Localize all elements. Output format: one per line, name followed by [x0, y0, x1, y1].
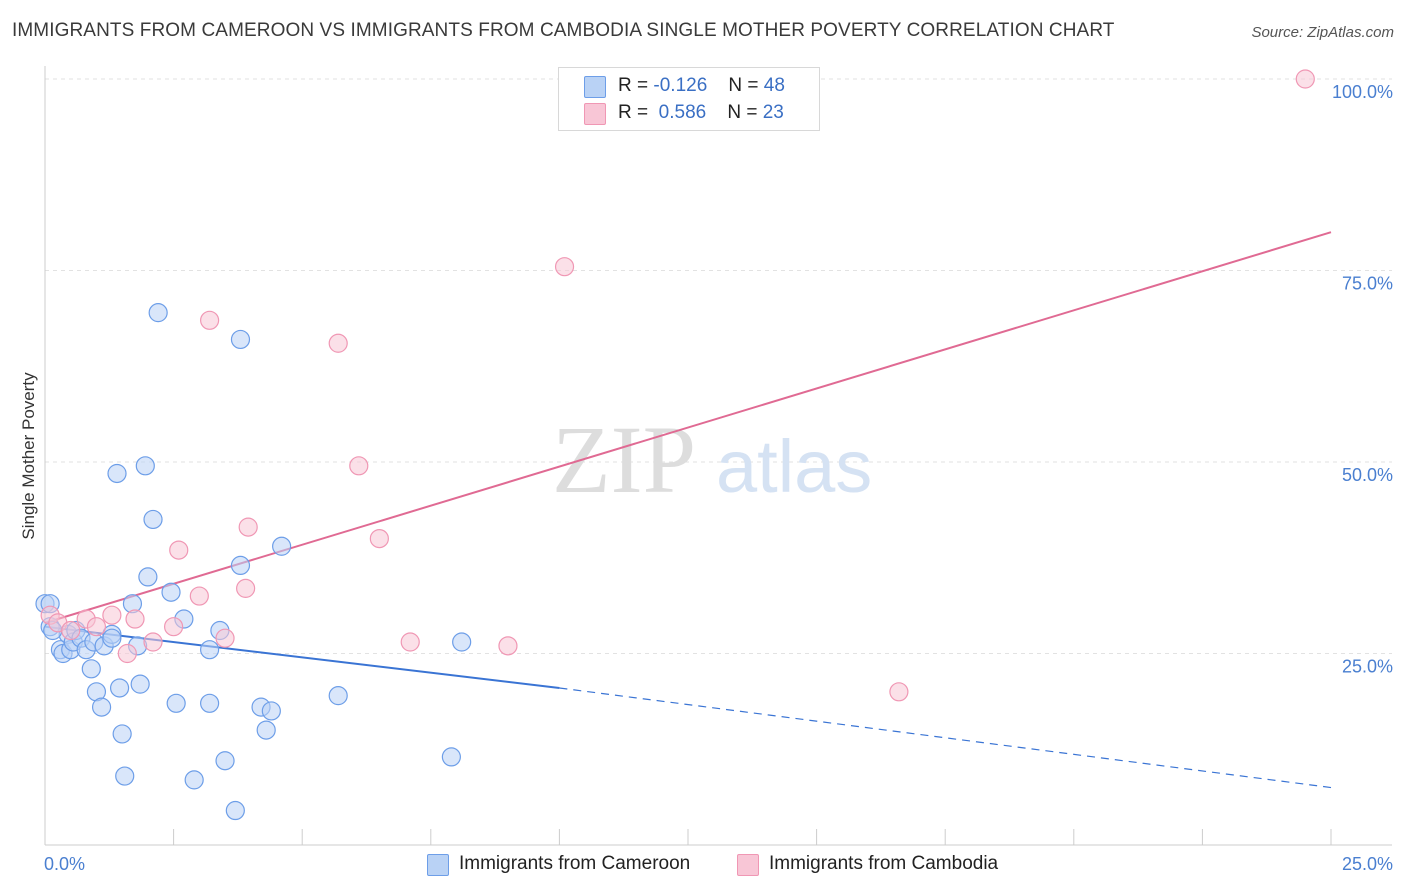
point-cameroon — [102, 628, 122, 648]
trend-lines — [44, 231, 1332, 789]
r-value: 0.586 — [658, 102, 707, 123]
point-cameroon — [148, 303, 168, 323]
point-cameroon — [109, 678, 130, 698]
trend-line-cameroon — [44, 625, 560, 689]
stats-legend: R = -0.126 N = 48 R = 0.586 N = 23 — [558, 67, 820, 131]
cameroon-legend-swatch — [427, 854, 449, 876]
point-cameroon — [452, 632, 472, 652]
point-cambodia — [238, 517, 258, 537]
point-cambodia — [215, 628, 235, 648]
point-cameroon — [328, 686, 348, 706]
axes — [44, 66, 1392, 846]
point-cameroon — [130, 674, 150, 694]
point-cambodia — [400, 632, 420, 652]
point-cameroon — [441, 747, 461, 767]
point-cambodia — [61, 620, 81, 641]
data-points — [35, 69, 1315, 821]
point-cameroon — [115, 766, 135, 786]
point-cambodia — [125, 609, 145, 629]
trend-line-cameroon-extension — [559, 687, 1332, 789]
point-cameroon — [166, 693, 186, 713]
point-cambodia — [498, 636, 518, 656]
cambodia-legend-swatch — [737, 854, 759, 876]
point-cambodia — [86, 617, 107, 637]
tick-labels: 25.0% 50.0% 75.0% 100.0% 0.0% 25.0% — [44, 82, 1393, 874]
n-value: 48 — [763, 75, 785, 96]
r-label: R = — [618, 75, 649, 96]
point-cameroon — [225, 800, 245, 821]
y-tick-label: 25.0% — [1342, 657, 1393, 677]
point-cameroon — [135, 456, 155, 476]
x-tick-label: 0.0% — [44, 854, 85, 874]
chart-title: IMMIGRANTS FROM CAMEROON VS IMMIGRANTS F… — [12, 20, 1115, 41]
point-cambodia — [117, 643, 137, 664]
point-cambodia — [200, 310, 220, 330]
point-cambodia — [102, 605, 122, 625]
point-cameroon — [200, 693, 220, 713]
point-cameroon — [230, 555, 251, 576]
cambodia-swatch — [584, 103, 606, 125]
point-cambodia — [1295, 69, 1315, 89]
r-label: R = — [618, 102, 649, 123]
point-cameroon — [215, 751, 235, 771]
legend-label-cameroon: Immigrants from Cameroon — [459, 853, 691, 874]
point-cameroon — [81, 659, 101, 679]
cameroon-swatch — [584, 76, 606, 98]
watermark-zip: ZIP — [552, 406, 696, 513]
point-cameroon — [230, 329, 251, 350]
point-cambodia — [328, 333, 348, 353]
r-value: -0.126 — [653, 75, 708, 96]
point-cambodia — [189, 586, 209, 606]
watermark-atlas: atlas — [716, 425, 872, 508]
point-cameroon — [143, 509, 163, 530]
point-cambodia — [169, 540, 189, 560]
point-cambodia — [349, 456, 369, 476]
y-tick-label: 100.0% — [1332, 82, 1393, 102]
point-cambodia — [164, 617, 184, 637]
n-value: 23 — [762, 102, 784, 123]
n-label: N = — [728, 75, 759, 96]
point-cambodia — [236, 578, 256, 598]
watermark: ZIP atlas — [552, 406, 872, 513]
trend-line-cambodia — [44, 231, 1332, 624]
point-cameroon — [112, 724, 132, 744]
legend-label-cambodia: Immigrants from Cambodia — [769, 853, 999, 874]
source-note: Source: ZipAtlas.com — [1251, 24, 1394, 41]
point-cambodia — [554, 257, 575, 277]
point-cameroon — [261, 701, 281, 721]
x-tick-label: 25.0% — [1342, 854, 1393, 874]
y-tick-label: 75.0% — [1342, 274, 1393, 294]
point-cameroon — [161, 582, 181, 602]
point-cambodia — [369, 528, 389, 549]
point-cameroon — [91, 697, 112, 717]
n-label: N = — [727, 102, 758, 123]
point-cameroon — [272, 536, 292, 556]
y-tick-label: 50.0% — [1342, 465, 1393, 485]
point-cameroon — [107, 463, 127, 484]
point-cameroon — [138, 567, 158, 587]
point-cameroon — [256, 720, 276, 740]
point-cameroon — [200, 640, 220, 660]
point-cambodia — [143, 632, 163, 652]
point-cambodia — [889, 682, 909, 702]
point-cameroon — [184, 770, 204, 790]
